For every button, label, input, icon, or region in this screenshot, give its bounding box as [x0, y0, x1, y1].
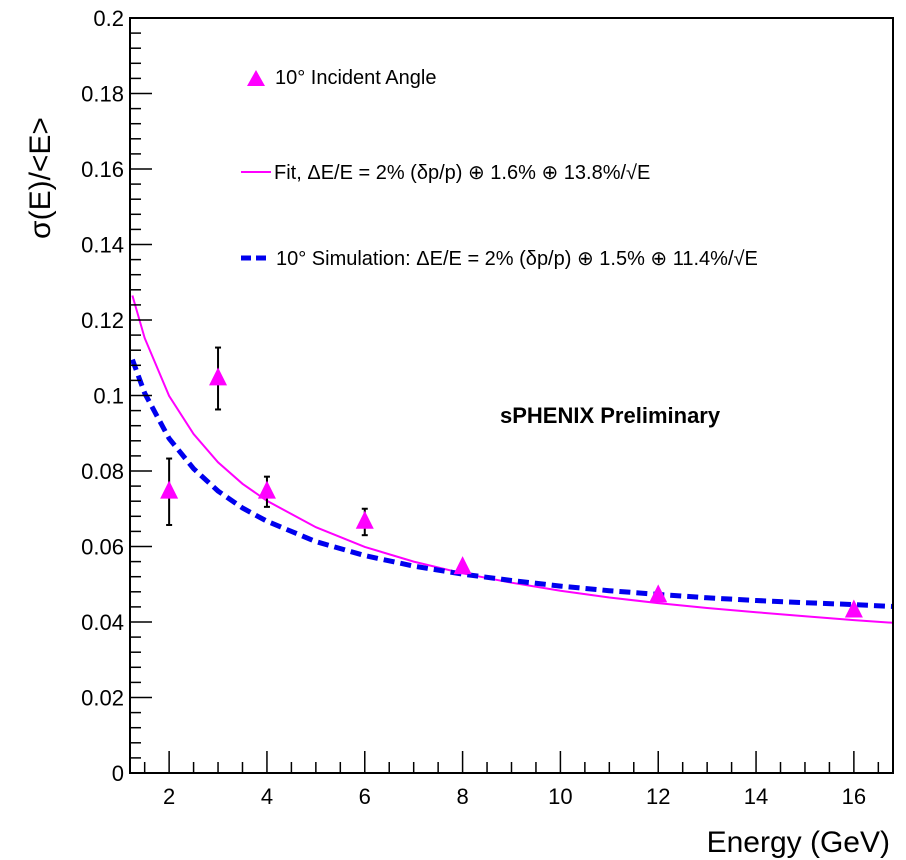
legend: 10° Incident Angle Fit, ΔE/E = 2% (δp/p) …: [241, 67, 758, 270]
y-tick-label: 0.2: [93, 6, 124, 31]
simulation-curve: [130, 358, 893, 609]
data-point-triangle: [160, 480, 179, 499]
y-tick-label: 0.14: [81, 233, 124, 258]
x-tick-label: 12: [646, 784, 670, 809]
annotation-preliminary: sPHENIX Preliminary: [500, 403, 721, 428]
x-tick-label: 2: [163, 784, 175, 809]
y-tick-label: 0.08: [81, 459, 124, 484]
x-tick-label: 6: [359, 784, 371, 809]
data-point-triangle: [453, 556, 472, 575]
y-tick-label: 0.04: [81, 610, 124, 635]
data-point-triangle: [257, 480, 276, 499]
legend-entry-simulation: 10° Simulation: ΔE/E = 2% (δp/p) ⊕ 1.5% …: [276, 248, 758, 270]
data-point-triangle: [649, 584, 668, 603]
y-tick-label: 0.16: [81, 157, 124, 182]
y-tick-label: 0.12: [81, 308, 124, 333]
legend-entry-fit: Fit, ΔE/E = 2% (δp/p) ⊕ 1.6% ⊕ 13.8%/√E: [274, 162, 650, 184]
x-tick-label: 8: [456, 784, 468, 809]
y-tick-label: 0.18: [81, 82, 124, 107]
fit-curve: [131, 295, 893, 624]
x-tick-label: 16: [842, 784, 866, 809]
y-tick-label: 0: [112, 761, 124, 786]
y-tick-label: 0.02: [81, 686, 124, 711]
x-axis-title: Energy (GeV): [707, 826, 890, 859]
x-tick-label: 14: [744, 784, 768, 809]
y-tick-label: 0.06: [81, 535, 124, 560]
y-tick-label: 0.1: [93, 384, 124, 409]
legend-triangle-marker: [247, 70, 265, 86]
data-point-triangle: [209, 367, 228, 386]
axes: 2 4 6 8 10 12 14 16 0 0.02 0.04 0.06 0.08 0.1 0.12 0.14…: [81, 6, 880, 809]
legend-entry-incident-angle: 10° Incident Angle: [275, 67, 436, 89]
y-axis-title: σ(E)/<E>: [24, 117, 57, 239]
data-point-triangle: [355, 510, 374, 529]
data-point-triangle: [844, 599, 863, 618]
x-tick-label: 4: [261, 784, 273, 809]
x-tick-label: 10: [548, 784, 572, 809]
plot-area: [130, 295, 893, 624]
plot-frame: [129, 17, 894, 774]
